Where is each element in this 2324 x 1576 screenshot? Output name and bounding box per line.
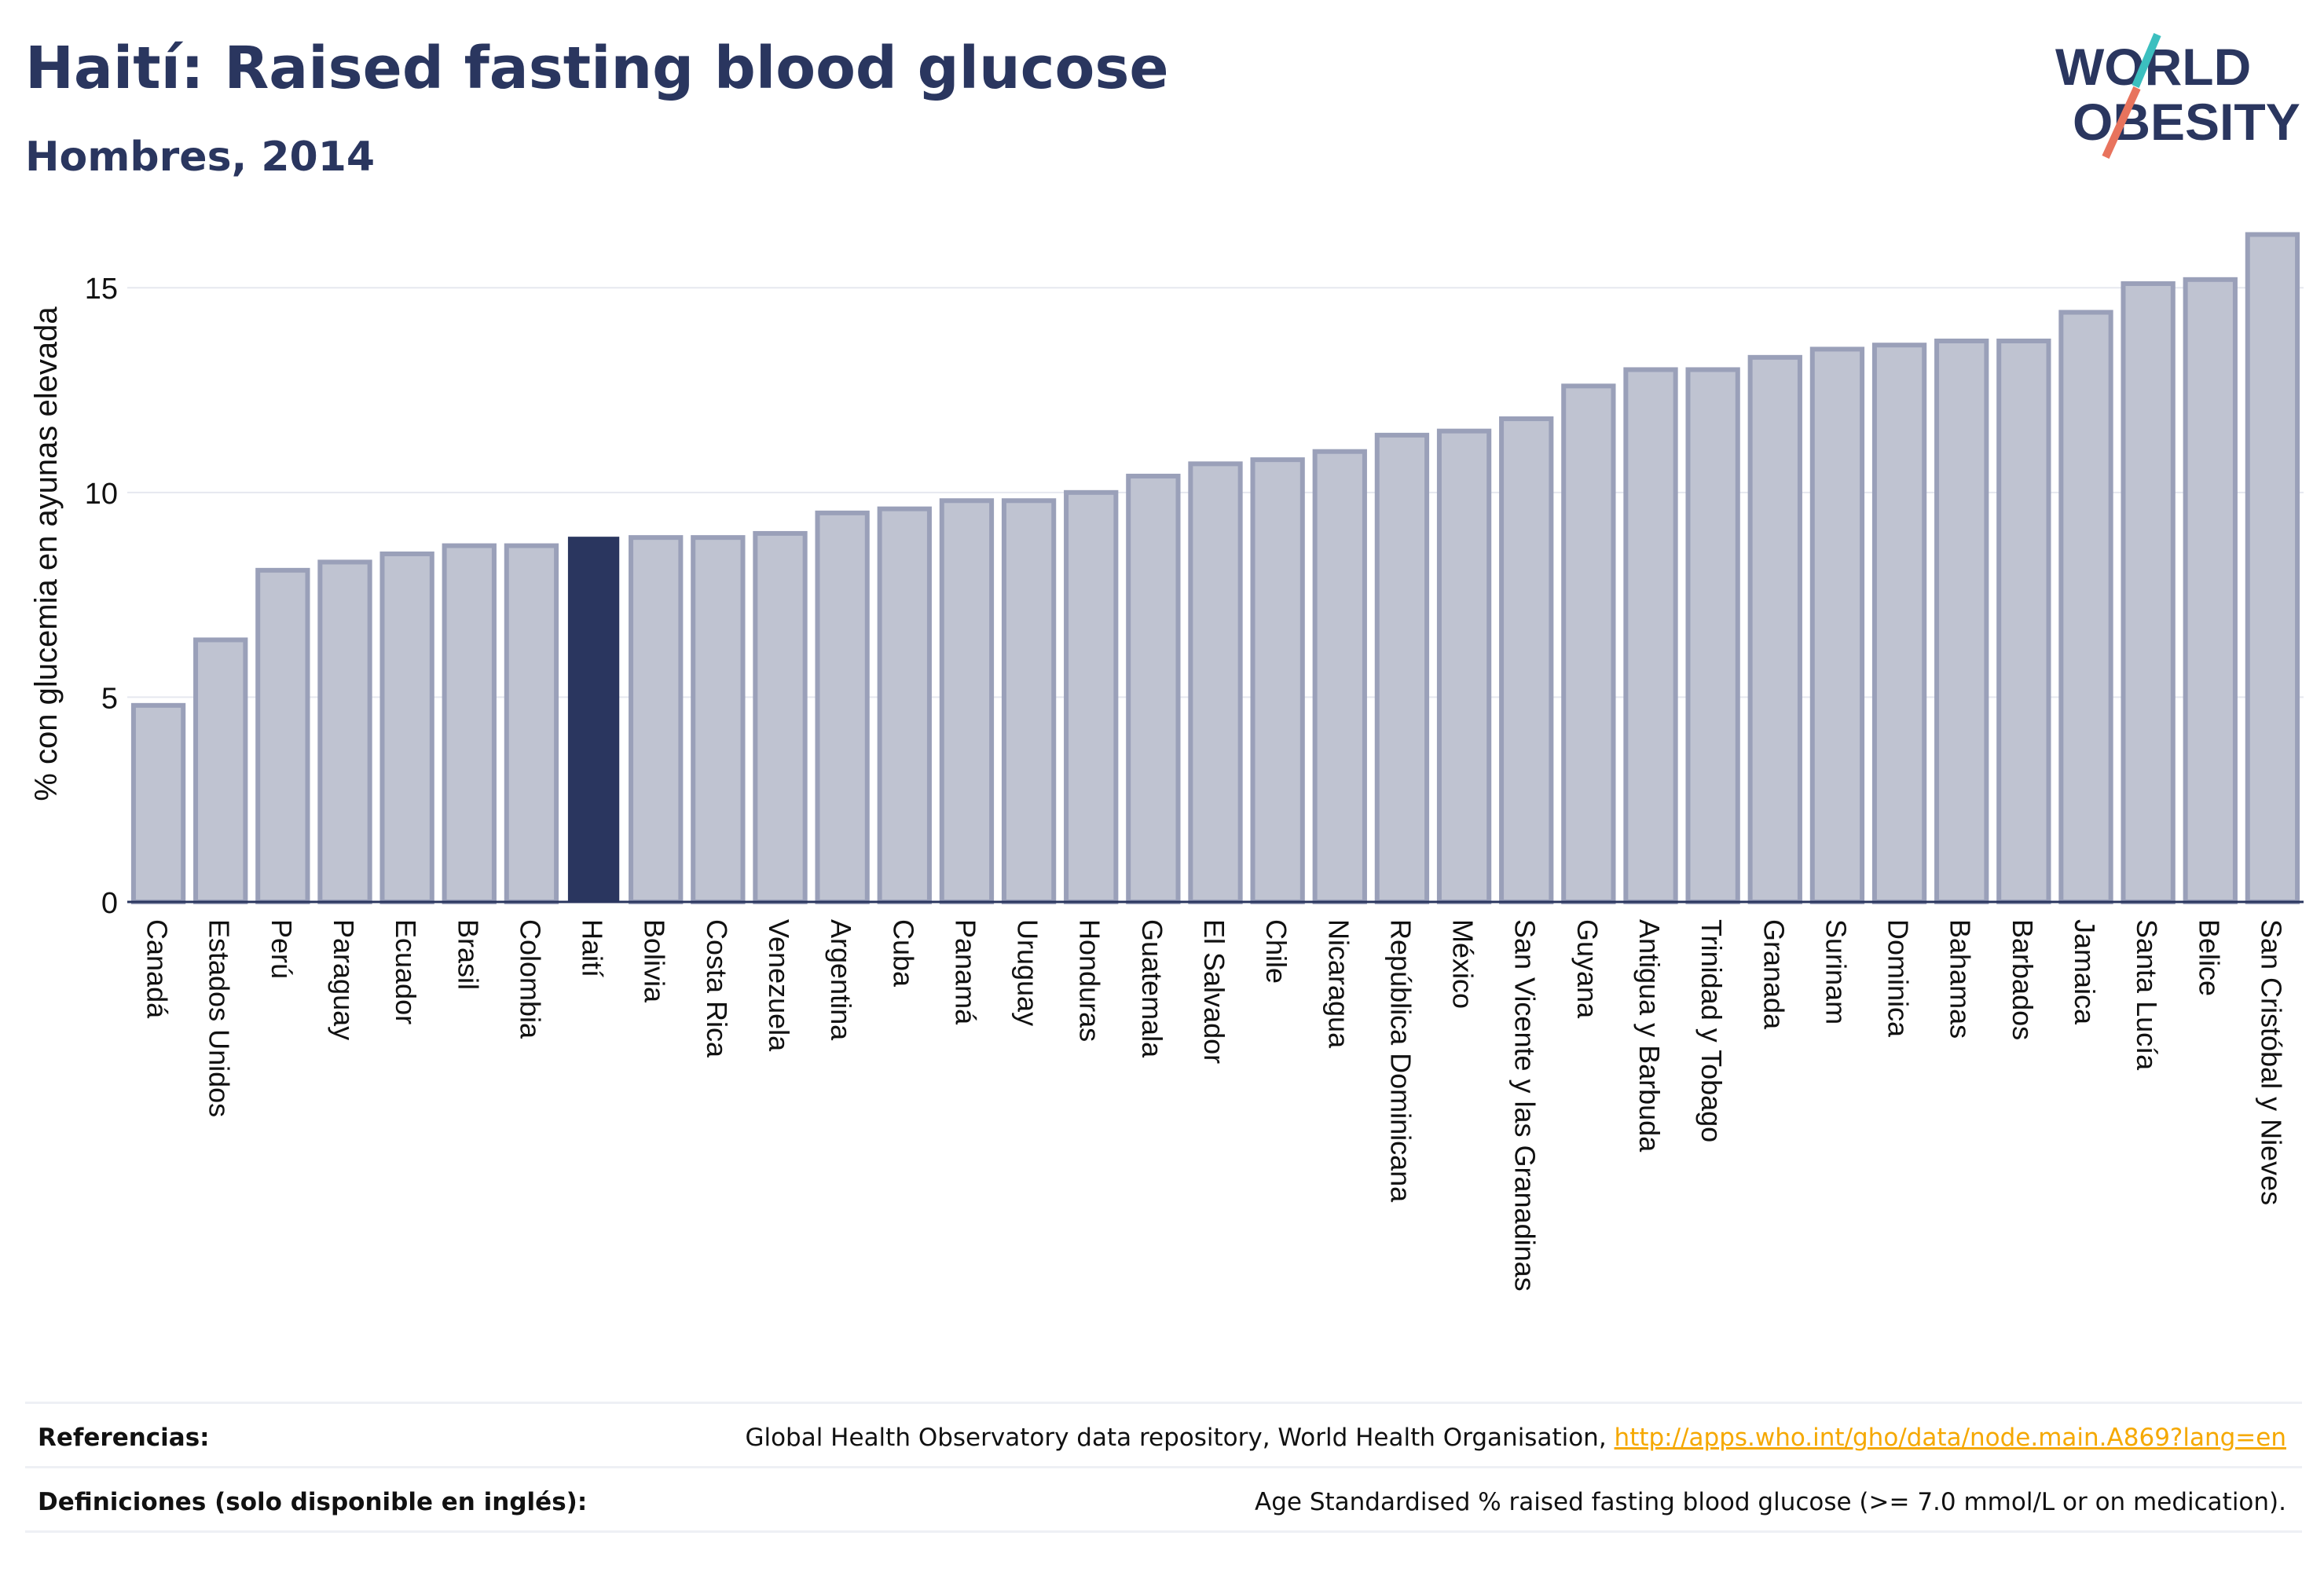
bar <box>2183 277 2238 904</box>
x-tick-label: Ecuador <box>390 919 422 1024</box>
bar <box>1623 367 1678 904</box>
y-tick-label: 5 <box>101 682 118 715</box>
bar <box>1685 367 1740 904</box>
world-obesity-logo: WORLD OBESITY <box>2055 33 2300 159</box>
bar <box>1188 461 1243 904</box>
x-tick-label: Estados Unidos <box>203 919 236 1117</box>
references-link[interactable]: http://apps.who.int/gho/data/node.main.A… <box>1614 1424 2286 1452</box>
x-tick-label: Belice <box>2193 919 2225 996</box>
bar <box>193 637 248 905</box>
x-tick-label: El Salvador <box>1198 919 1230 1064</box>
chart-subtitle: Hombres, 2014 <box>25 134 376 181</box>
x-tick-label: Nicaragua <box>1322 919 1354 1049</box>
bar <box>1064 489 1119 904</box>
bars <box>130 232 2300 905</box>
bar <box>1499 416 1554 904</box>
x-tick-label: San Cristóbal y Nieves <box>2255 919 2287 1205</box>
references-text: Global Health Observatory data repositor… <box>745 1424 1615 1452</box>
bar <box>1374 432 1430 904</box>
x-tick-label: Costa Rica <box>701 919 733 1058</box>
bar <box>567 537 620 903</box>
references-value: Global Health Observatory data repositor… <box>745 1424 2286 1452</box>
x-tick-label: Jamaica <box>2069 919 2101 1025</box>
x-tick-label: Antigua y Barbuda <box>1633 919 1666 1153</box>
bar <box>1126 473 1181 904</box>
bar <box>1436 428 1492 904</box>
x-tick-label: Guyana <box>1571 919 1604 1019</box>
x-tick-label: Venezuela <box>763 919 795 1052</box>
bar <box>130 702 186 904</box>
bar <box>1250 457 1305 904</box>
bar <box>2058 310 2113 905</box>
x-tick-label: Surinam <box>1820 919 1852 1024</box>
x-tick-label: Bahamas <box>1945 919 1977 1039</box>
x-tick-label: Paraguay <box>328 919 360 1040</box>
x-tick-label: Canadá <box>141 919 174 1019</box>
x-tick-label: San Vicente y las Granadinas <box>1509 919 1541 1292</box>
y-tick-labels: 0 5 10 15 <box>85 273 118 920</box>
x-tick-label: Barbados <box>2007 919 2039 1040</box>
x-tick-label: Chile <box>1260 919 1292 984</box>
x-tick-label: Haití <box>577 919 609 977</box>
bar <box>379 552 434 904</box>
x-tick-label: Cuba <box>887 919 919 988</box>
bar <box>504 543 559 904</box>
x-tick-label: Dominica <box>1882 919 1915 1038</box>
x-tick-label: Guatemala <box>1136 919 1168 1058</box>
x-tick-label: Uruguay <box>1012 919 1044 1026</box>
bar <box>317 559 372 904</box>
footer-divider-top <box>25 1402 2302 1404</box>
bar <box>255 567 310 904</box>
y-tick-label: 0 <box>101 887 118 920</box>
x-tick-label: República Dominicana <box>1384 919 1417 1203</box>
bar <box>2121 281 2176 904</box>
bar <box>753 530 808 904</box>
x-tick-label: Perú <box>266 919 298 979</box>
bar <box>1747 354 1802 905</box>
x-tick-label: Brasil <box>452 919 484 990</box>
bar <box>877 506 932 904</box>
bar <box>815 510 870 904</box>
bar <box>2245 232 2300 904</box>
logo-slash-coral <box>2102 86 2141 159</box>
logo-slash-teal <box>2132 33 2161 88</box>
bar-chart: 0 5 10 15 Canadá Estados Unidos Perú Paraguay E… <box>29 232 2304 1292</box>
y-axis-label: % con glucemia en ayunas elevada <box>29 306 64 801</box>
footer-divider-bottom <box>25 1530 2302 1533</box>
x-tick-label: Colombia <box>514 919 546 1039</box>
x-tick-label: Honduras <box>1074 919 1106 1042</box>
bar <box>1312 449 1367 904</box>
footer-divider-middle <box>25 1466 2302 1468</box>
x-tick-label: Granada <box>1758 919 1790 1030</box>
bar <box>691 535 746 904</box>
bar <box>939 498 995 904</box>
bar <box>1809 346 1865 905</box>
bar <box>1561 383 1616 905</box>
y-tick-label: 15 <box>85 273 118 306</box>
x-tick-labels: Canadá Estados Unidos Perú Paraguay Ecuador B… <box>141 919 2288 1292</box>
x-tick-label: Trinidad y Tobago <box>1695 919 1728 1142</box>
bar <box>442 543 497 904</box>
x-tick-label: México <box>1447 919 1479 1009</box>
x-tick-label: Santa Lucía <box>2131 919 2163 1071</box>
definitions-value: Age Standardised % raised fasting blood … <box>1255 1488 2286 1516</box>
x-tick-label: Argentina <box>825 919 857 1041</box>
chart-title: Haití: Raised fasting blood glucose <box>25 35 1169 102</box>
bar <box>1871 343 1927 904</box>
x-tick-label: Panamá <box>949 919 981 1025</box>
definitions-label: Definiciones (solo disponible en inglés)… <box>38 1488 588 1516</box>
bar <box>1934 338 1989 904</box>
bar <box>629 535 684 904</box>
bar <box>1001 498 1057 904</box>
bar <box>1996 338 2051 904</box>
references-label: Referencias: <box>38 1424 210 1452</box>
x-tick-label: Bolivia <box>639 919 671 1003</box>
y-tick-label: 10 <box>85 478 118 511</box>
